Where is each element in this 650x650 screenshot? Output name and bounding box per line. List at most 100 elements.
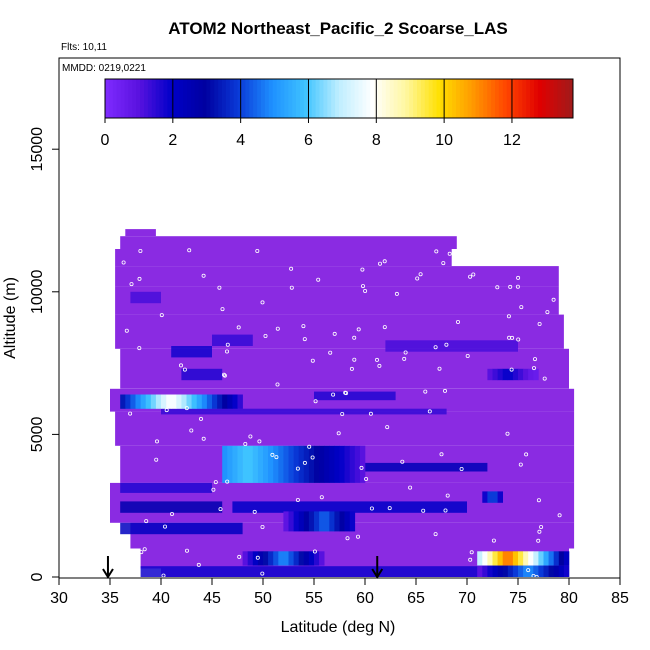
colorbar-cell (385, 79, 391, 118)
sample-point (336, 431, 341, 436)
hotspot-cell (298, 511, 305, 532)
colorbar-cell (155, 79, 160, 118)
sample-point (289, 266, 294, 271)
colorbar-cell (452, 79, 457, 118)
sample-point (220, 307, 225, 312)
colorbar-cell (424, 79, 430, 118)
sample-point (468, 557, 473, 562)
hotspot-cell (487, 491, 493, 503)
colorbar-cell (233, 79, 238, 118)
hotspot-cell (523, 368, 529, 381)
hotspot-cell (237, 445, 243, 483)
hotspot-cell (252, 551, 259, 566)
sample-points-layer (121, 248, 562, 580)
sample-point (421, 508, 426, 513)
hotspot-cell (477, 565, 483, 577)
hotspot-cell (314, 551, 320, 566)
sample-point (236, 325, 241, 330)
hotspot-cell (237, 394, 243, 409)
colorbar-cell (257, 79, 262, 118)
x-tick-label: 60 (356, 590, 374, 607)
hotspot-cell (492, 368, 498, 381)
hotspot-cell (303, 445, 310, 483)
hotspot-cell (324, 511, 330, 532)
colorbar-cell (241, 79, 246, 118)
colorbar-cell (147, 79, 153, 118)
x-tick-label: 50 (254, 590, 272, 607)
colorbar-cell (342, 79, 348, 118)
hotspot-cell (492, 491, 498, 503)
colorbar-cell (393, 79, 398, 118)
hotspot-cell (319, 445, 325, 483)
colorbar-cell (514, 79, 519, 118)
hotspot-cell (344, 445, 350, 483)
sample-point (374, 357, 379, 362)
sample-point (138, 248, 143, 253)
hotspot-cell (518, 565, 524, 577)
sample-point (519, 305, 524, 310)
sample-point (184, 548, 189, 553)
colorbar-cell (229, 79, 235, 118)
colorbar-tick-label: 4 (236, 132, 245, 149)
colorbar-cell (120, 79, 125, 118)
sample-point (349, 366, 354, 371)
down-arrow-head (371, 568, 384, 579)
streak-cell (130, 291, 161, 304)
sample-point (415, 276, 420, 281)
sample-point (260, 571, 265, 576)
hotspot-cell (553, 565, 560, 577)
hotspot-cell (273, 445, 279, 483)
hotspot-cell (538, 551, 544, 566)
colorbar-cell (553, 79, 558, 118)
hotspot-cell (268, 551, 274, 566)
hotspot-cell (523, 565, 529, 577)
hotspot-cell (181, 394, 187, 409)
colorbar-cell (537, 79, 543, 118)
hotspot-cell (140, 394, 146, 409)
sample-point (418, 272, 423, 277)
hotspot-cell (339, 445, 345, 483)
y-axis-label: Altitude (m) (2, 277, 19, 359)
sample-point (201, 273, 206, 278)
sample-point (142, 547, 147, 552)
hotspot-cell (247, 445, 254, 483)
colorbar-tick-label: 8 (372, 132, 381, 149)
sample-point (189, 428, 194, 433)
hotspot-cell (171, 394, 177, 409)
colorbar-cell (530, 79, 535, 118)
x-tick-label: 70 (458, 590, 476, 607)
colorbar-cell (198, 79, 203, 118)
colorbar-tick-label: 2 (168, 132, 177, 149)
colorbar-cell (288, 79, 293, 118)
sample-point (400, 459, 405, 464)
hotspot-cell (512, 565, 519, 577)
colorbar-cell (526, 79, 531, 118)
hotspot-cell (502, 551, 509, 566)
hotspot-cell (273, 551, 279, 566)
sample-point (352, 335, 357, 340)
colorbar-cell (561, 79, 566, 118)
sample-point (368, 411, 373, 416)
colorbar-cell (253, 79, 258, 118)
sample-point (213, 480, 218, 485)
sample-point (444, 342, 449, 347)
sample-point (382, 325, 387, 330)
sample-point (222, 373, 227, 378)
colorbar-cell (448, 79, 453, 118)
hotspot-cell (518, 368, 524, 381)
hotspot-cell (150, 394, 157, 409)
hotspot-cell (247, 551, 254, 566)
colorbar-cell (483, 79, 488, 118)
hotspot-cell (477, 551, 483, 566)
colorbar-cell (354, 79, 359, 118)
envelope-band (115, 286, 559, 315)
sample-point (169, 512, 174, 517)
hotspot-cell (227, 394, 233, 409)
colorbar: 0 2 4 6 8 10 12 (101, 78, 574, 149)
colorbar-cell (132, 79, 137, 118)
sample-point (536, 498, 541, 503)
sample-point (218, 507, 223, 512)
colorbar-cell (327, 79, 332, 118)
colorbar-cell (506, 79, 511, 118)
